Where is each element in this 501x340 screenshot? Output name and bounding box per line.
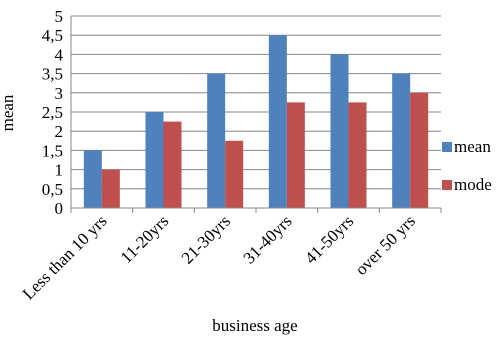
y-tick-label: 4,5 — [42, 26, 63, 45]
gridlines — [71, 15, 441, 190]
bar-mean — [392, 73, 411, 208]
legend-label-mode: mode — [454, 175, 492, 194]
bar-mean — [145, 112, 164, 208]
y-axis-label: mean — [0, 94, 17, 131]
x-tick-label: over 50 yrs — [351, 211, 419, 279]
y-tick-label: 2 — [55, 122, 64, 141]
y-tick-label: 5 — [55, 7, 64, 26]
y-tick-labels: 00,511,522,533,544,55 — [42, 7, 64, 218]
bars — [83, 35, 429, 209]
x-tick-labels: Less than 10 yrs 11-20yrs 21-30yrs 31-40yrs… — [19, 211, 419, 303]
bar-mode — [286, 102, 305, 208]
y-tick-label: 1 — [55, 161, 64, 180]
bar-mode — [101, 169, 120, 208]
x-axis-label: business age — [212, 316, 297, 335]
y-tick-label: 0 — [55, 199, 64, 218]
bar-mode — [410, 92, 429, 208]
bar-mode — [348, 102, 367, 208]
x-tick-label: 41-50yrs — [301, 211, 357, 267]
axes — [70, 16, 442, 213]
bar-mean — [207, 73, 226, 208]
bar-mean — [268, 35, 287, 209]
legend-swatch-mean — [442, 142, 452, 152]
x-tick-label: 21-30yrs — [178, 211, 234, 267]
bar-mean — [330, 54, 349, 209]
x-tick-label: Less than 10 yrs — [19, 211, 111, 303]
bar-mode — [225, 140, 244, 208]
legend-swatch-mode — [442, 180, 452, 190]
y-tick-label: 3 — [55, 84, 64, 103]
y-tick-label: 4 — [55, 45, 64, 64]
y-tick-label: 1,5 — [42, 141, 63, 160]
y-tick-label: 0,5 — [42, 180, 63, 199]
y-tick-label: 2,5 — [42, 103, 63, 122]
x-tick-label: 31-40yrs — [239, 211, 295, 267]
bar-mode — [163, 121, 182, 208]
legend-label-mean: mean — [454, 137, 491, 156]
bar-mean — [83, 150, 102, 208]
y-tick-label: 3,5 — [42, 65, 63, 84]
legend: mean mode — [442, 137, 492, 194]
x-tick-label: 11-20yrs — [117, 211, 173, 267]
